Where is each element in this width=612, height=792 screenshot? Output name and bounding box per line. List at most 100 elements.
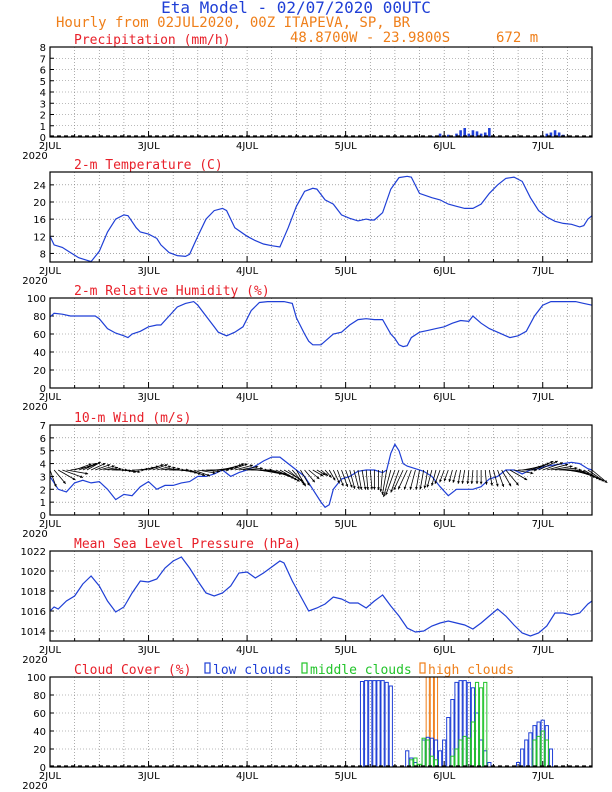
wind-arrow (385, 469, 396, 496)
wind-arrow-head (241, 463, 245, 466)
wind-arrow-head (53, 483, 57, 487)
y-tick-label: 0 (40, 384, 46, 395)
wind-arrow-head (85, 471, 89, 475)
wind-arrow (90, 462, 106, 471)
wind-arrow (193, 469, 211, 477)
x-tick-label: 3JUL (137, 392, 160, 403)
wind-arrow-head (325, 473, 329, 476)
wind-arrow-head (415, 486, 418, 490)
series-line (49, 556, 593, 637)
y-tick-label: 16 (33, 215, 46, 226)
wind-arrow-head (62, 480, 66, 484)
middle-cloud-bar (479, 687, 484, 768)
low-cloud-bar (528, 732, 533, 768)
wind-arrow-head (515, 482, 519, 486)
x-tick-label: 4JUL (236, 771, 259, 782)
y-tick-label: 3 (40, 99, 46, 110)
wind-arrow (403, 469, 412, 490)
wind-arrow (583, 469, 602, 481)
wind-arrow (501, 469, 512, 487)
x-tick-label: 6JUL (433, 645, 456, 656)
precip-bar (438, 133, 442, 137)
wind-arrow-head (320, 473, 324, 476)
y-tick-label: 20 (33, 366, 46, 377)
x-tick-label: 5JUL (335, 645, 358, 656)
wind-arrow-head (332, 477, 336, 481)
wind-arrow-head (490, 482, 494, 486)
y-tick-label: 1022 (21, 547, 46, 558)
wind-arrow (357, 469, 362, 490)
x-tick-label: 6JUL (433, 141, 456, 152)
panel-title: Mean Sea Level Pressure (hPa) (74, 537, 301, 552)
wind-arrow (201, 469, 220, 472)
wind-arrow (424, 469, 429, 489)
wind-arrow-head (255, 465, 259, 469)
wind-arrow-head (443, 478, 447, 482)
x-tick-label: 2JUL (39, 519, 62, 530)
wind-arrow-head (107, 464, 111, 467)
wind-arrow (99, 465, 115, 471)
wind-arrow (279, 469, 300, 482)
wind-arrow-head (554, 460, 558, 464)
wind-arrow (493, 469, 499, 487)
precip-bar (463, 128, 467, 137)
wind-arrow-head (341, 483, 344, 487)
y-tick-label: 24 (33, 181, 46, 192)
x-tick-label: 2JUL (39, 392, 62, 403)
wind-arrow-head (426, 484, 430, 488)
x-tick-label: 6JUL (433, 519, 456, 530)
header-subtitle: Hourly from 02JUL2020, 00Z ITAPEVA, SP, … (56, 15, 411, 31)
low-cloud-bar (376, 680, 381, 768)
precip-bar (455, 133, 458, 137)
wind-arrow-head (385, 492, 388, 496)
wind-arrow-head (72, 477, 76, 480)
wind-arrow (361, 469, 366, 490)
wind-arrow-head (370, 486, 374, 490)
low-cloud-bar (372, 680, 377, 768)
wind-arrow-head (206, 473, 210, 477)
year-label: 2020 (22, 781, 47, 792)
legend-label: middle clouds (310, 663, 412, 678)
wind-arrow (242, 467, 263, 471)
wind-arrow-head (244, 463, 248, 467)
wind-arrow (509, 469, 528, 481)
low-cloud-bar (487, 762, 492, 768)
panel-frame (49, 550, 593, 642)
wind-arrow (296, 469, 307, 487)
wind-arrow (488, 469, 493, 486)
x-tick-label: 5JUL (335, 519, 358, 530)
wind-arrow-head (448, 479, 452, 482)
wind-arrow (538, 460, 559, 471)
wind-arrow-head (337, 480, 340, 484)
low-cloud-bar (437, 750, 443, 768)
middle-cloud-bar (470, 721, 476, 768)
middle-cloud-bar (425, 739, 430, 768)
wind-arrow (337, 469, 344, 487)
x-tick-label: 3JUL (137, 519, 160, 530)
wind-arrow-head (434, 480, 438, 484)
wind-arrow-head (501, 483, 505, 487)
panel-title: Cloud Cover (%) (74, 663, 191, 678)
panel-frame (49, 46, 593, 138)
panel-frame (49, 297, 593, 389)
wind-arrow-head (604, 480, 608, 483)
panel-4: 0 1 2 34 5 6 7 2JUL 3JUL 4JUL 5JUL 6JUL 7JUL 2020 10-m… (22, 411, 608, 540)
wind-arrow (78, 463, 96, 471)
y-tick-label: 60 (33, 330, 46, 341)
wind-arrow-head (530, 471, 534, 475)
wind-arrow-head (479, 481, 483, 485)
wind-arrow (534, 460, 554, 471)
y-tick-label: 60 (33, 709, 46, 720)
wind-arrow (49, 469, 57, 488)
y-tick-label: 8 (40, 43, 46, 54)
wind-arrow (58, 469, 76, 481)
wind-arrow (259, 469, 282, 475)
wind-arrow-head (461, 480, 465, 484)
wind-arrow-head (452, 479, 456, 483)
wind-arrow-head (372, 486, 376, 490)
x-tick-label: 7JUL (532, 141, 555, 152)
wind-arrow-head (312, 479, 315, 483)
wind-arrow-head (352, 486, 356, 489)
wind-arrow (238, 466, 259, 471)
